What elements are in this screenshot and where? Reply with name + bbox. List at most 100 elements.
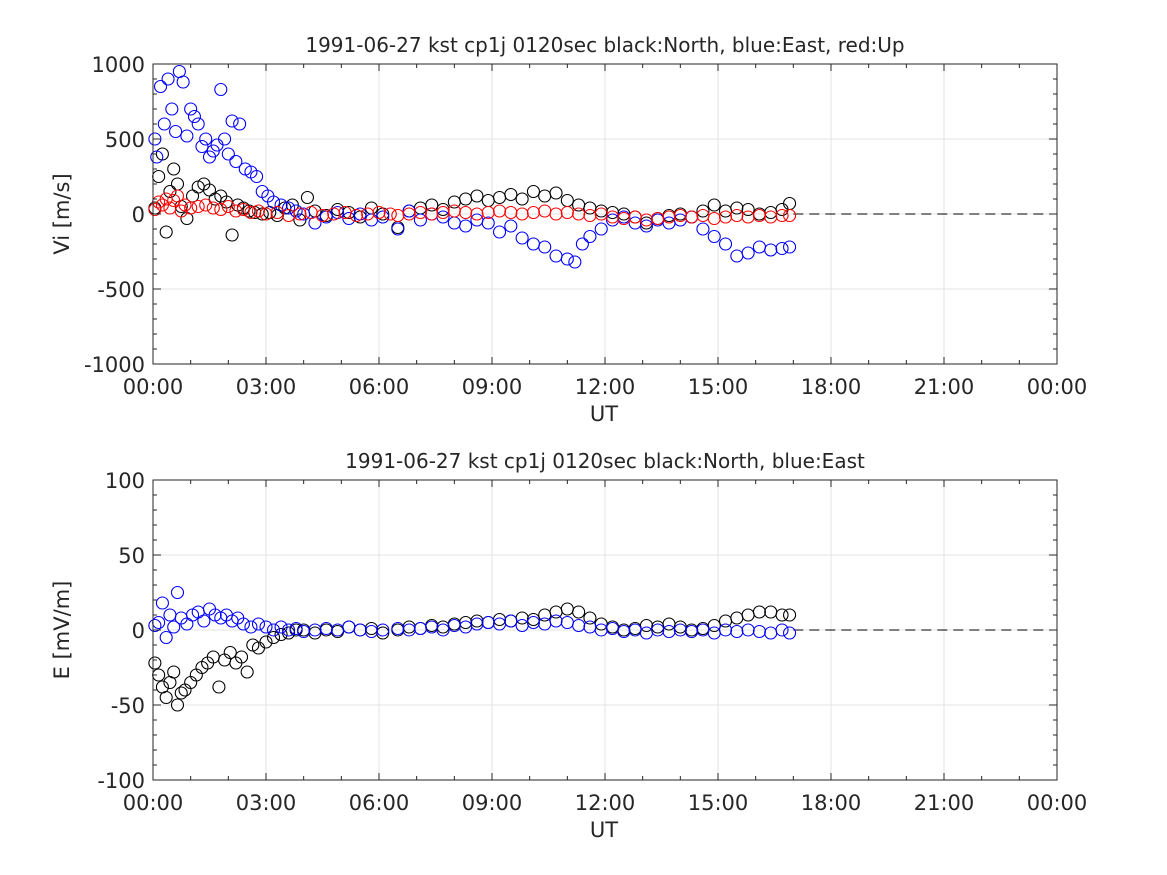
efield-xtick-label: 18:00	[801, 791, 862, 815]
velocity-xlabel: UT	[590, 402, 618, 426]
velocity-series-1-point	[492, 225, 507, 239]
velocity-series-2-point	[191, 199, 205, 214]
velocity-series-0-point	[159, 225, 173, 239]
velocity-series-1-point	[707, 229, 721, 244]
velocity-series-2-point	[199, 198, 213, 212]
efield-series-1-point	[148, 618, 162, 633]
velocity-series-1-point	[481, 216, 495, 230]
velocity-series-1-point	[274, 198, 288, 212]
efield-series-1-point	[159, 630, 173, 645]
velocity-series-1-point	[696, 222, 710, 236]
velocity-series-0-point	[300, 190, 314, 205]
velocity-series-0-point	[526, 184, 540, 199]
velocity-series-2-point	[184, 201, 198, 215]
efield-series-0-point	[174, 686, 188, 700]
velocity-series-0-point	[425, 198, 439, 212]
velocity-xtick-label: 06:00	[349, 375, 410, 399]
velocity-series-0-point	[515, 192, 529, 206]
velocity-series-0-point	[225, 228, 239, 242]
velocity-xtick-label: 03:00	[236, 375, 297, 399]
velocity-series-0-point	[549, 186, 563, 200]
velocity-series-1-point	[594, 222, 608, 236]
efield-series-1-point	[376, 623, 390, 637]
velocity-series-1-point	[225, 114, 239, 128]
velocity-series-0-point	[163, 184, 177, 199]
velocity-series-1-point	[218, 132, 232, 146]
velocity-ytick-label: 500	[105, 128, 145, 152]
velocity-ylabel: Vi [m/s]	[50, 173, 74, 254]
velocity-title: 1991-06-27 kst cp1j 0120sec black:North,…	[305, 33, 904, 57]
efield-series-0-point	[234, 650, 249, 664]
efield-ylabel: E [mV/m]	[50, 581, 74, 680]
velocity-xtick-label: 09:00	[462, 375, 523, 399]
efield-series-1-point	[783, 626, 797, 640]
efield-series-0-point	[572, 605, 586, 619]
velocity-series-1-point	[568, 255, 582, 269]
efield-series-0-point	[266, 630, 281, 645]
efield-xtick-label: 00:00	[123, 791, 184, 815]
efield-xtick-label: 12:00	[575, 791, 636, 815]
efield-series-0-point	[783, 608, 797, 622]
velocity-series-0-point	[470, 189, 484, 203]
efield-series-0-point	[259, 635, 273, 649]
velocity-series-1-point	[180, 129, 194, 143]
velocity-series-1-point	[639, 219, 653, 233]
efield-ytick-label: 0	[132, 619, 145, 643]
efield-series-1-point	[289, 621, 303, 636]
velocity-series-0-point	[504, 187, 518, 202]
velocity-series-0-point	[242, 204, 256, 218]
efield-series-0-point	[274, 627, 288, 642]
velocity-series-2-point	[775, 208, 789, 223]
efield-ytick-label: -100	[97, 769, 145, 793]
velocity-series-1-point	[560, 252, 574, 266]
velocity-series-2-point	[244, 205, 258, 220]
velocity-series-2-point	[148, 202, 162, 217]
velocity-series-1-point	[176, 75, 190, 89]
velocity-series-1-point	[459, 219, 473, 233]
velocity-ytick-label: 1000	[92, 53, 145, 77]
velocity-series-1-point	[150, 150, 164, 164]
efield-series-1-point	[775, 623, 789, 637]
efield-panel: 00:00 03:00 06:00 09:00 12:00 15:00 18:00 21:00…	[50, 449, 1087, 842]
velocity-series-2-point	[251, 204, 266, 218]
velocity-series-1-point	[289, 204, 303, 218]
efield-series-0-point	[526, 612, 540, 627]
velocity-series-1-point	[233, 117, 247, 131]
efield-series-1-point	[259, 620, 273, 634]
velocity-series-1-point	[191, 117, 205, 131]
velocity-series-1-point	[221, 147, 235, 161]
velocity-xtick-label: 21:00	[914, 375, 975, 399]
velocity-ticks: 00:00 03:00 06:00 09:00 12:00 15:00 18:00 21:00…	[84, 53, 1087, 399]
efield-xtick-label: 06:00	[349, 791, 410, 815]
velocity-xtick-label: 12:00	[575, 375, 636, 399]
efield-series-0-point	[583, 611, 597, 625]
efield-series-0-point	[159, 690, 173, 705]
efield-series	[148, 585, 797, 712]
velocity-series-1-point	[184, 102, 198, 116]
velocity-series-1-point	[165, 102, 179, 116]
velocity-series-2-point	[229, 204, 243, 218]
velocity-series-2	[148, 189, 797, 227]
efield-series-0-point	[240, 665, 254, 679]
efield-series-1-point	[251, 617, 266, 631]
velocity-series-2-point	[383, 207, 397, 221]
velocity-series-1-point	[783, 240, 797, 254]
velocity-ytick-label: 0	[132, 203, 145, 227]
velocity-series-0-point	[167, 162, 181, 176]
velocity-panel: 00:00 03:00 06:00 09:00 12:00 15:00 18:00 21:00…	[50, 33, 1087, 426]
efield-ytick-label: -50	[111, 694, 145, 718]
velocity-xtick-label: 00:00	[1027, 375, 1088, 399]
efield-xtick-label: 03:00	[236, 791, 297, 815]
efield-series-1-point	[436, 623, 450, 637]
velocity-series-2-point	[170, 189, 185, 203]
efield-series-1-point	[197, 614, 211, 628]
velocity-series-1-point	[741, 246, 755, 260]
velocity-series-2-point	[783, 208, 797, 223]
velocity-series-1-point	[187, 109, 201, 124]
velocity-series-2-point	[221, 199, 235, 214]
velocity-series-1-point	[583, 229, 597, 244]
velocity-xtick-label: 15:00	[688, 375, 749, 399]
velocity-series-1-point	[229, 154, 243, 169]
velocity-series-1-point	[413, 213, 427, 227]
velocity-series-1-point	[391, 222, 405, 236]
